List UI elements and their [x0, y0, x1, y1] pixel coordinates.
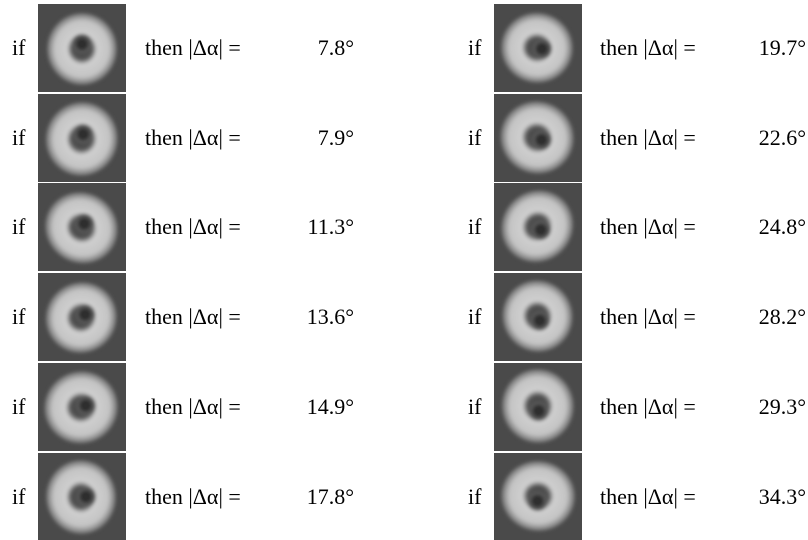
if-label: if — [468, 304, 481, 330]
then-label: then |Δα| = — [600, 35, 696, 61]
then-label: then |Δα| = — [145, 35, 241, 61]
angle-value: 7.9° — [292, 125, 354, 151]
then-label: then |Δα| = — [600, 394, 696, 420]
then-label: then |Δα| = — [600, 214, 696, 240]
donut-image — [38, 183, 126, 271]
if-label: if — [12, 214, 25, 240]
donut-image — [494, 94, 582, 182]
if-label: if — [12, 394, 25, 420]
donut-image — [494, 183, 582, 271]
if-label: if — [468, 35, 481, 61]
if-label: if — [468, 214, 481, 240]
angle-value: 34.3° — [744, 484, 806, 510]
then-label: then |Δα| = — [600, 304, 696, 330]
angle-value: 22.6° — [744, 125, 806, 151]
donut-image — [38, 363, 126, 451]
donut-image — [494, 4, 582, 92]
donut-image — [38, 453, 126, 540]
if-label: if — [468, 394, 481, 420]
angle-value: 7.8° — [292, 35, 354, 61]
angle-value: 28.2° — [744, 304, 806, 330]
angle-value: 14.9° — [292, 394, 354, 420]
if-label: if — [468, 125, 481, 151]
donut-image — [38, 94, 126, 182]
if-label: if — [468, 484, 481, 510]
then-label: then |Δα| = — [145, 394, 241, 420]
angle-value: 17.8° — [292, 484, 354, 510]
then-label: then |Δα| = — [600, 484, 696, 510]
then-label: then |Δα| = — [145, 125, 241, 151]
angle-value: 24.8° — [744, 214, 806, 240]
angle-value: 29.3° — [744, 394, 806, 420]
if-label: if — [12, 125, 25, 151]
then-label: then |Δα| = — [145, 214, 241, 240]
angle-value: 11.3° — [292, 214, 354, 240]
if-label: if — [12, 484, 25, 510]
angle-value: 13.6° — [292, 304, 354, 330]
donut-image — [38, 273, 126, 361]
then-label: then |Δα| = — [600, 125, 696, 151]
donut-image — [494, 273, 582, 361]
then-label: then |Δα| = — [145, 484, 241, 510]
donut-image — [38, 4, 126, 92]
angle-value: 19.7° — [744, 35, 806, 61]
if-label: if — [12, 35, 25, 61]
donut-image — [494, 453, 582, 540]
then-label: then |Δα| = — [145, 304, 241, 330]
figure: if then |Δα| = 7.8° if then |Δα| = 7.9° if then… — [0, 0, 808, 540]
donut-image — [494, 363, 582, 451]
if-label: if — [12, 304, 25, 330]
